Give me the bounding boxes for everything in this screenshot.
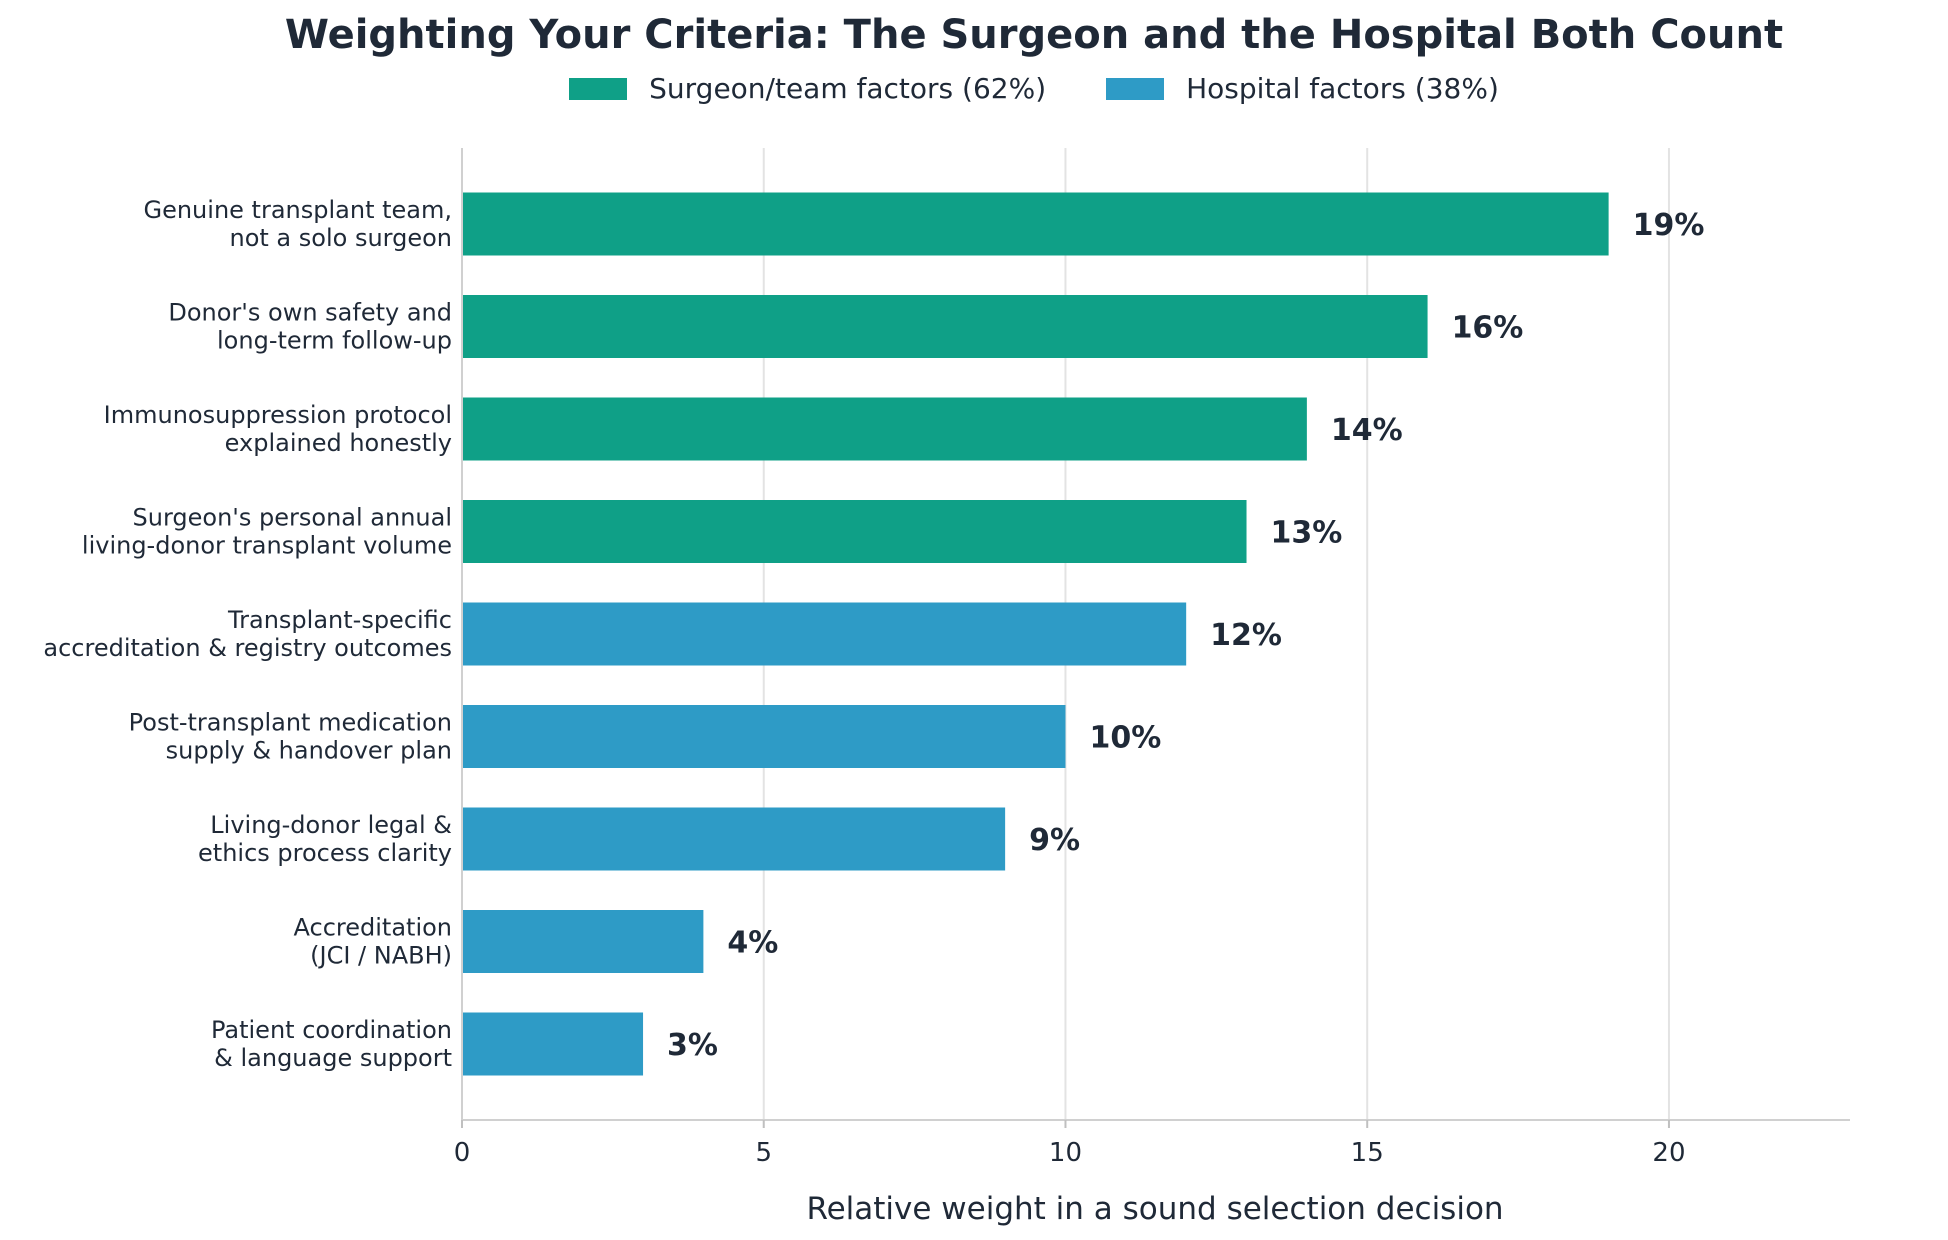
category-labels: Genuine transplant team, not a solo surge… xyxy=(43,196,452,1072)
category-label-6-line-0: Living-donor legal & xyxy=(210,811,452,839)
data-label-5: 10% xyxy=(1089,721,1161,756)
bars xyxy=(462,192,1609,1076)
category-label-3-line-0: Surgeon's personal annual xyxy=(133,504,453,532)
bar-7 xyxy=(462,910,704,973)
legend-label-hospital: Hospital factors (38%) xyxy=(1186,72,1499,105)
category-label-2-line-1: explained honestly xyxy=(225,429,452,457)
category-label-3-line-1: living-donor transplant volume xyxy=(82,532,452,560)
category-label-4-line-0: Transplant-specific xyxy=(227,606,452,634)
category-label-1: Donor's own safety and long-term follow-u… xyxy=(168,299,452,355)
bar-4 xyxy=(462,602,1187,666)
category-label-0-line-1: not a solo surgeon xyxy=(230,224,453,252)
x-tick-label-5: 5 xyxy=(755,1138,772,1168)
x-tick-label-0: 0 xyxy=(454,1138,471,1168)
category-label-6-line-1: ethics process clarity xyxy=(198,839,452,867)
category-label-0: Genuine transplant team, not a solo surge… xyxy=(143,196,452,252)
data-label-4: 12% xyxy=(1210,618,1282,653)
category-label-1-line-1: long-term follow-up xyxy=(217,327,452,355)
bar-0 xyxy=(462,192,1609,256)
legend-label-surgeon: Surgeon/team factors (62%) xyxy=(649,72,1047,105)
category-label-8-line-0: Patient coordination xyxy=(211,1016,452,1044)
x-tick-label-20: 20 xyxy=(1652,1138,1685,1168)
chart-title: Weighting Your Criteria: The Surgeon and… xyxy=(284,12,1784,58)
category-label-5-line-1: supply & handover plan xyxy=(166,737,452,765)
chart-legend: Surgeon/team factors (62%) Hospital fact… xyxy=(0,72,1948,105)
category-label-3: Surgeon's personal annual living-donor tr… xyxy=(82,504,452,560)
x-tick-label-15: 15 xyxy=(1351,1138,1384,1168)
category-label-5: Post-transplant medication supply & hando… xyxy=(129,709,452,765)
legend-item-surgeon: Surgeon/team factors (62%) xyxy=(569,72,1046,105)
category-label-5-line-0: Post-transplant medication xyxy=(129,709,452,737)
legend-swatch-hospital xyxy=(1106,77,1165,100)
category-label-2-line-0: Immunosuppression protocol xyxy=(104,401,452,429)
category-label-0-line-0: Genuine transplant team, xyxy=(143,196,452,224)
category-label-6: Living-donor legal & ethics process clari… xyxy=(198,811,452,867)
x-tick-label-10: 10 xyxy=(1049,1138,1082,1168)
category-label-1-line-0: Donor's own safety and xyxy=(168,299,452,327)
category-label-7-line-0: Accreditation xyxy=(294,914,452,942)
category-label-4: Transplant-specific accreditation & regis… xyxy=(43,606,452,662)
bar-6 xyxy=(462,807,1006,871)
category-label-8-line-1: & language support xyxy=(214,1044,452,1072)
data-label-1: 16% xyxy=(1452,311,1524,346)
data-label-0: 19% xyxy=(1633,208,1705,243)
bar-3 xyxy=(462,500,1247,563)
bar-5 xyxy=(462,705,1066,768)
data-label-8: 3% xyxy=(667,1028,718,1063)
legend-item-hospital: Hospital factors (38%) xyxy=(1106,72,1499,105)
bar-1 xyxy=(462,295,1428,358)
data-label-6: 9% xyxy=(1029,823,1080,858)
category-label-4-line-1: accreditation & registry outcomes xyxy=(43,634,452,662)
category-label-2: Immunosuppression protocol explained hone… xyxy=(104,401,452,457)
x-axis: 0 5 10 15 20 xyxy=(454,148,1850,1168)
category-label-7: Accreditation (JCI / NABH) xyxy=(294,914,452,970)
x-axis-title: Relative weight in a sound selection dec… xyxy=(806,1191,1503,1227)
data-label-3: 13% xyxy=(1271,516,1343,551)
bar-8 xyxy=(462,1012,644,1076)
legend-swatch-surgeon xyxy=(569,77,628,100)
category-label-7-line-1: (JCI / NABH) xyxy=(310,942,452,970)
data-label-2: 14% xyxy=(1331,413,1403,448)
bar-2 xyxy=(462,397,1307,461)
category-label-8: Patient coordination & language support xyxy=(211,1016,452,1072)
data-label-7: 4% xyxy=(727,926,778,961)
data-labels: 19% 16% 14% 13% 12% 10% 9% 4% 3% xyxy=(667,208,1704,1063)
